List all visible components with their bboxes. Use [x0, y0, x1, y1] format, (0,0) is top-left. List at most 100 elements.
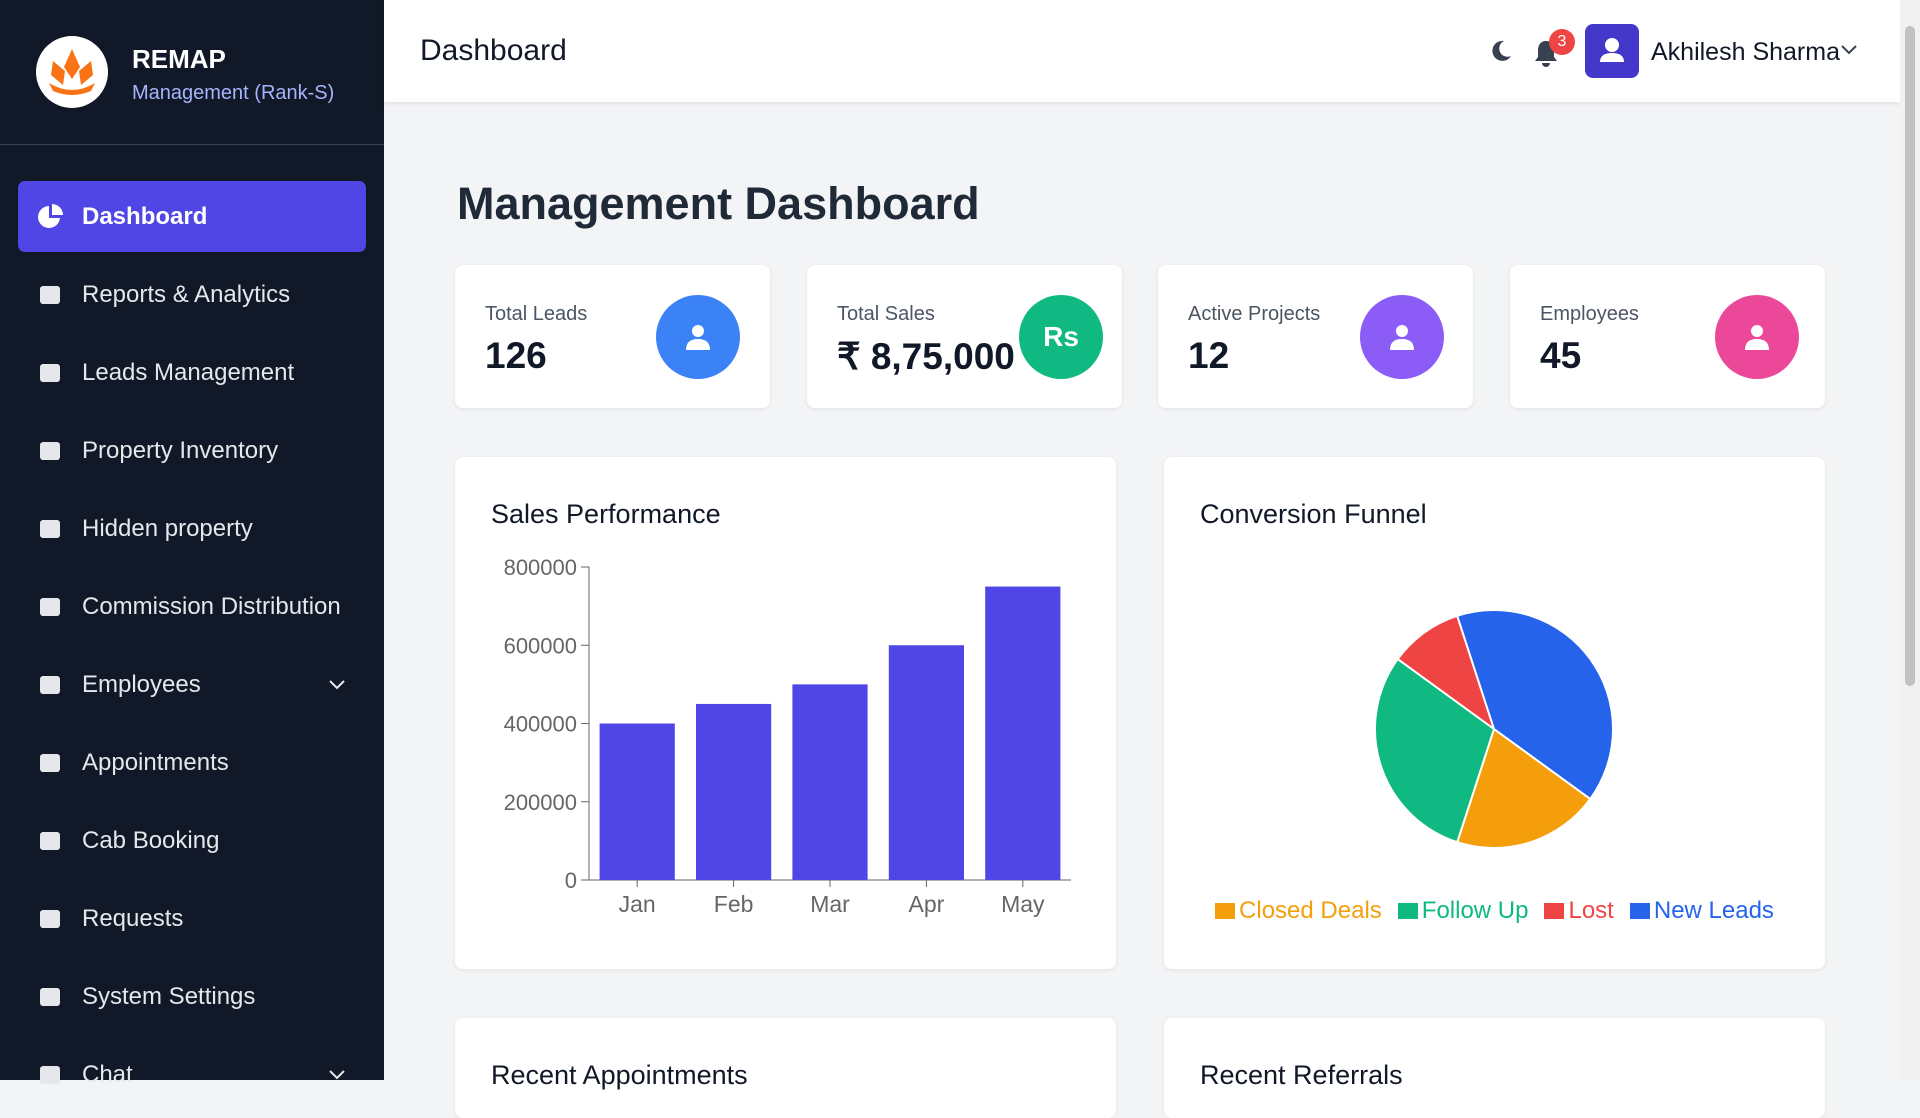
theme-toggle[interactable] [1488, 38, 1514, 64]
pie-slice [1455, 609, 1614, 801]
user-menu-chevron[interactable] [1840, 44, 1858, 56]
icon-shape [40, 441, 60, 460]
icon-text: Rs [1043, 321, 1079, 352]
icon-shape [40, 831, 60, 850]
menu-item[interactable]: Requests [18, 883, 366, 954]
menu-label: Leads Management [82, 358, 295, 386]
divider [0, 144, 384, 145]
menu-item[interactable]: Hidden property [18, 493, 366, 564]
legend-item[interactable]: New Leads [1629, 897, 1774, 925]
y-tick-label: 400000 [504, 712, 577, 737]
scrollbar[interactable] [1900, 0, 1920, 1080]
legend-swatch [1544, 903, 1565, 919]
menu-item[interactable]: Commission Distribution [18, 571, 366, 642]
icon-shape [40, 753, 60, 772]
icon-shape [40, 987, 60, 1006]
legend-item[interactable]: Lost [1544, 897, 1614, 925]
icon-shape [52, 203, 63, 215]
bar [888, 645, 964, 880]
menu-item[interactable]: Cab Booking [18, 805, 366, 876]
icon-shape [40, 909, 60, 928]
icon-shape [40, 1065, 60, 1084]
icon-shape [1396, 325, 1408, 337]
menu-item[interactable]: Employees [18, 649, 366, 720]
stat-card: Total Leads 126 [455, 265, 770, 408]
y-tick-label: 0 [565, 868, 577, 893]
pie-slice [1455, 727, 1592, 849]
referrals-card: Recent Referrals [1164, 1018, 1825, 1118]
y-tick-label: 600000 [504, 633, 577, 658]
icon-shape [40, 675, 60, 694]
stat-label: Total Leads [485, 303, 588, 325]
icon-shape [1751, 325, 1763, 337]
icon-glyph [686, 325, 710, 350]
pie-slice [1374, 657, 1496, 844]
legend-swatch [1629, 903, 1650, 919]
menu-label: Employees [82, 670, 201, 698]
menu-label: Appointments [82, 748, 229, 776]
chart-title: Sales Performance [491, 499, 721, 529]
chevron [329, 1069, 345, 1079]
menu-item[interactable]: Leads Management [18, 337, 366, 408]
menu-item[interactable]: Property Inventory [18, 415, 366, 486]
menu-icon [40, 285, 60, 304]
stat-value: 12 [1188, 335, 1230, 376]
stat-value: 126 [485, 335, 547, 376]
menu-label: System Settings [82, 982, 256, 1010]
appointments-card: Recent Appointments [455, 1018, 1116, 1118]
bar [599, 723, 675, 880]
menu-item[interactable]: Appointments [18, 727, 366, 798]
icon-shape [40, 597, 60, 616]
stat-card: Employees 45 [1510, 265, 1825, 408]
stat-icon [656, 295, 740, 379]
stat-value: ₹ 8,75,000 [837, 336, 1015, 377]
menu-item[interactable]: Chat [18, 1039, 366, 1110]
pie-chart [1374, 609, 1614, 849]
menu-item[interactable]: Dashboard [18, 181, 366, 252]
bar [985, 586, 1061, 880]
legend-item[interactable]: Closed Deals [1215, 897, 1382, 925]
icon-shape [1745, 339, 1769, 350]
legend-swatch [1215, 903, 1236, 919]
chevron-shape [329, 1069, 345, 1079]
section-title: Recent Referrals [1200, 1060, 1403, 1090]
x-tick-label: Mar [810, 891, 850, 917]
stat-icon: Rs [1019, 295, 1103, 379]
legend-item[interactable]: Follow Up [1397, 897, 1529, 925]
icon-shape [38, 205, 60, 228]
brand: REMAP [132, 44, 226, 74]
menu-icon [40, 753, 60, 772]
sales-card: Sales Performance 0 200000 400000 600000 800… [455, 457, 1116, 969]
menu-icon [40, 1065, 60, 1084]
icon-glyph [1745, 325, 1769, 350]
x-tick-label: Jan [619, 891, 656, 917]
icon-shape [40, 519, 60, 538]
header-title: Dashboard [420, 34, 567, 67]
icon-shape [1390, 339, 1414, 350]
icon-glyph [1390, 325, 1414, 350]
header: Dashboard 3 Akhilesh Sharma [384, 0, 1900, 102]
legend-swatch [1397, 903, 1418, 919]
legend-label: Lost [1568, 897, 1614, 924]
menu-icon [40, 831, 60, 850]
menu-label: Hidden property [82, 514, 253, 542]
menu-label: Property Inventory [82, 436, 279, 464]
stat-label: Employees [1540, 303, 1639, 325]
menu-item[interactable]: System Settings [18, 961, 366, 1032]
legend-label: Follow Up [1421, 897, 1529, 924]
avatar[interactable] [1585, 24, 1639, 78]
menu-label: Dashboard [82, 202, 208, 230]
menu-icon [40, 987, 60, 1006]
x-tick-label: Feb [714, 891, 754, 917]
stat-card: Total Sales ₹ 8,75,000 Rs [807, 265, 1122, 408]
menu-label: Cab Booking [82, 826, 220, 854]
scroll-thumb[interactable] [1905, 26, 1915, 686]
user-name[interactable]: Akhilesh Sharma [1651, 38, 1840, 66]
legend-label: Closed Deals [1239, 897, 1382, 924]
icon-shape [692, 325, 704, 337]
legend-label: New Leads [1653, 897, 1774, 924]
menu-icon [38, 203, 63, 228]
menu-item[interactable]: Reports & Analytics [18, 259, 366, 330]
chart-title: Conversion Funnel [1200, 499, 1427, 529]
